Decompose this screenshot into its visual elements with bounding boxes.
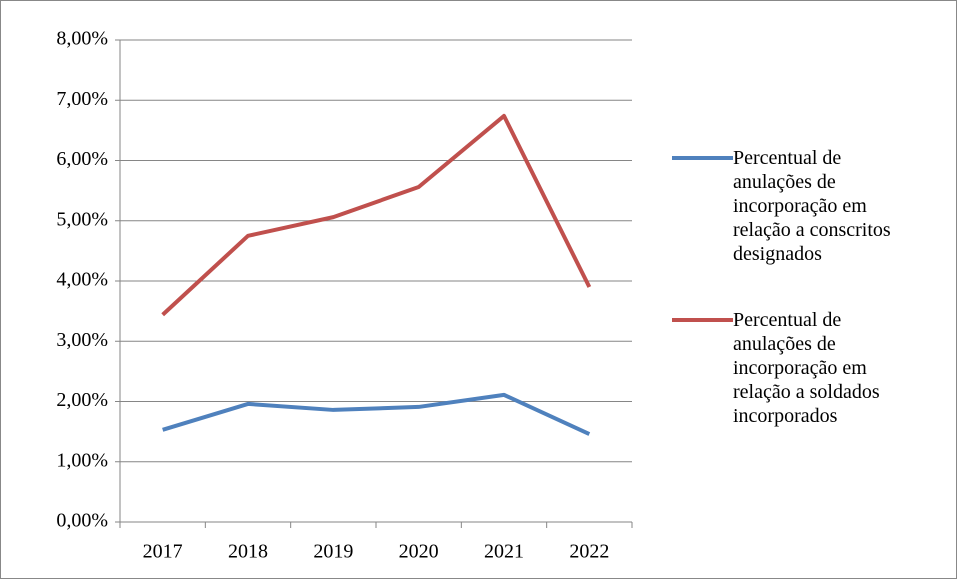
legend-label: Percentual de anulações de incorporação … — [733, 309, 880, 427]
y-tick-label: 6,00% — [56, 148, 108, 170]
y-tick-label: 8,00% — [56, 28, 108, 50]
y-tick-label: 4,00% — [56, 269, 108, 291]
y-tick-label: 0,00% — [56, 510, 108, 532]
x-tick-label: 2020 — [399, 541, 439, 563]
series-line — [162, 392, 591, 436]
y-tick-label: 1,00% — [56, 449, 108, 471]
x-tick-label: 2018 — [228, 541, 268, 563]
x-tick-label: 2017 — [143, 541, 183, 563]
x-tick-label: 2022 — [569, 541, 609, 563]
legend-label: Percentual de anulações de incorporação … — [733, 147, 891, 265]
y-tick-label: 7,00% — [56, 88, 108, 110]
x-tick-label: 2019 — [313, 541, 353, 563]
y-tick-label: 5,00% — [56, 208, 108, 230]
x-tick-label: 2021 — [484, 541, 524, 563]
y-tick-label: 2,00% — [56, 389, 108, 411]
series-line — [161, 113, 592, 317]
y-tick-label: 3,00% — [56, 329, 108, 351]
